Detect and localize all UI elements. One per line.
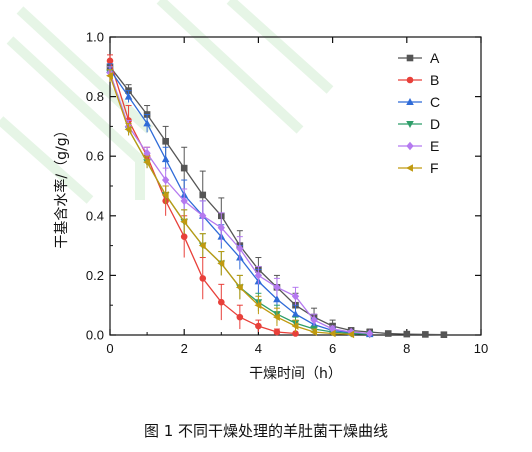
y-axis: 0.0 0.2 0.4 0.6 0.8 1.0 [86, 30, 481, 343]
data-point [384, 330, 392, 337]
legend-item-D: D [398, 116, 440, 132]
legend-label: E [430, 138, 439, 154]
x-tick-label: 0 [106, 341, 113, 356]
x-tick-label: 4 [255, 341, 262, 356]
data-point [162, 138, 169, 145]
data-point [292, 330, 299, 337]
data-point [143, 148, 151, 158]
legend-item-F: F [398, 160, 439, 176]
data-point [347, 327, 355, 337]
data-point [236, 313, 244, 321]
data-point [254, 301, 262, 309]
data-point [272, 313, 280, 321]
data-point [273, 283, 281, 292]
legend-item-A: A [398, 50, 440, 66]
data-point [291, 291, 300, 301]
y-tick-label: 0.2 [86, 268, 104, 283]
data-point [422, 331, 429, 338]
legend-marker [406, 76, 414, 84]
data-point [255, 322, 262, 330]
data-point [180, 233, 188, 240]
data-point [143, 119, 151, 127]
data-point [366, 329, 374, 338]
data-point [217, 223, 225, 233]
data-point [124, 92, 133, 100]
y-axis-title: 干基含水率/（g/g） [53, 123, 70, 248]
legend-item-E: E [398, 138, 439, 154]
legend-marker [406, 121, 414, 128]
data-point [440, 331, 448, 339]
data-point [199, 275, 207, 282]
legend-label: F [430, 160, 439, 176]
data-point [199, 211, 207, 221]
series-layer [106, 54, 448, 339]
data-point [199, 191, 207, 199]
data-point [328, 329, 336, 338]
legend-marker [406, 98, 414, 105]
x-tick-label: 10 [474, 341, 488, 356]
data-point [254, 271, 263, 280]
data-point [310, 328, 318, 336]
data-point [143, 158, 151, 166]
data-point [403, 330, 411, 338]
data-point [273, 295, 281, 303]
legend-marker [406, 164, 413, 172]
legend-label: B [430, 72, 439, 88]
series-line [109, 75, 352, 336]
legend-label: A [430, 50, 440, 66]
x-axis-title: 干燥时间（h） [249, 366, 342, 382]
figure-caption: 图 1 不同干燥处理的羊肚菌干燥曲线 [143, 422, 389, 440]
data-point [291, 322, 299, 330]
y-tick-label: 0.0 [86, 328, 104, 343]
data-point [161, 191, 169, 199]
legend-item-B: B [398, 72, 439, 88]
data-point [236, 244, 244, 253]
data-point [161, 155, 170, 163]
data-point [235, 283, 243, 292]
data-point [291, 310, 300, 318]
data-point [106, 71, 113, 80]
data-point [310, 315, 318, 325]
x-tick-label: 6 [329, 341, 336, 356]
data-point [347, 330, 355, 339]
data-point [198, 241, 206, 250]
legend-marker [406, 141, 414, 151]
legend-marker [406, 54, 414, 62]
data-point [180, 164, 188, 172]
data-point [273, 328, 281, 336]
data-point [217, 259, 225, 268]
y-tick-label: 0.8 [86, 89, 104, 104]
x-tick-label: 2 [181, 341, 188, 356]
data-point [106, 57, 114, 65]
legend-label: D [430, 116, 440, 132]
data-point [218, 298, 225, 306]
y-tick-label: 0.6 [86, 149, 104, 164]
data-point [124, 125, 132, 134]
data-point [162, 175, 170, 185]
x-tick-label: 8 [403, 341, 410, 356]
series-F [106, 69, 355, 339]
legend-label: C [430, 94, 440, 110]
data-point [180, 196, 188, 206]
y-tick-label: 0.4 [86, 208, 104, 223]
legend-item-C: C [398, 94, 440, 110]
y-tick-label: 1.0 [86, 30, 104, 45]
data-point [180, 217, 188, 226]
